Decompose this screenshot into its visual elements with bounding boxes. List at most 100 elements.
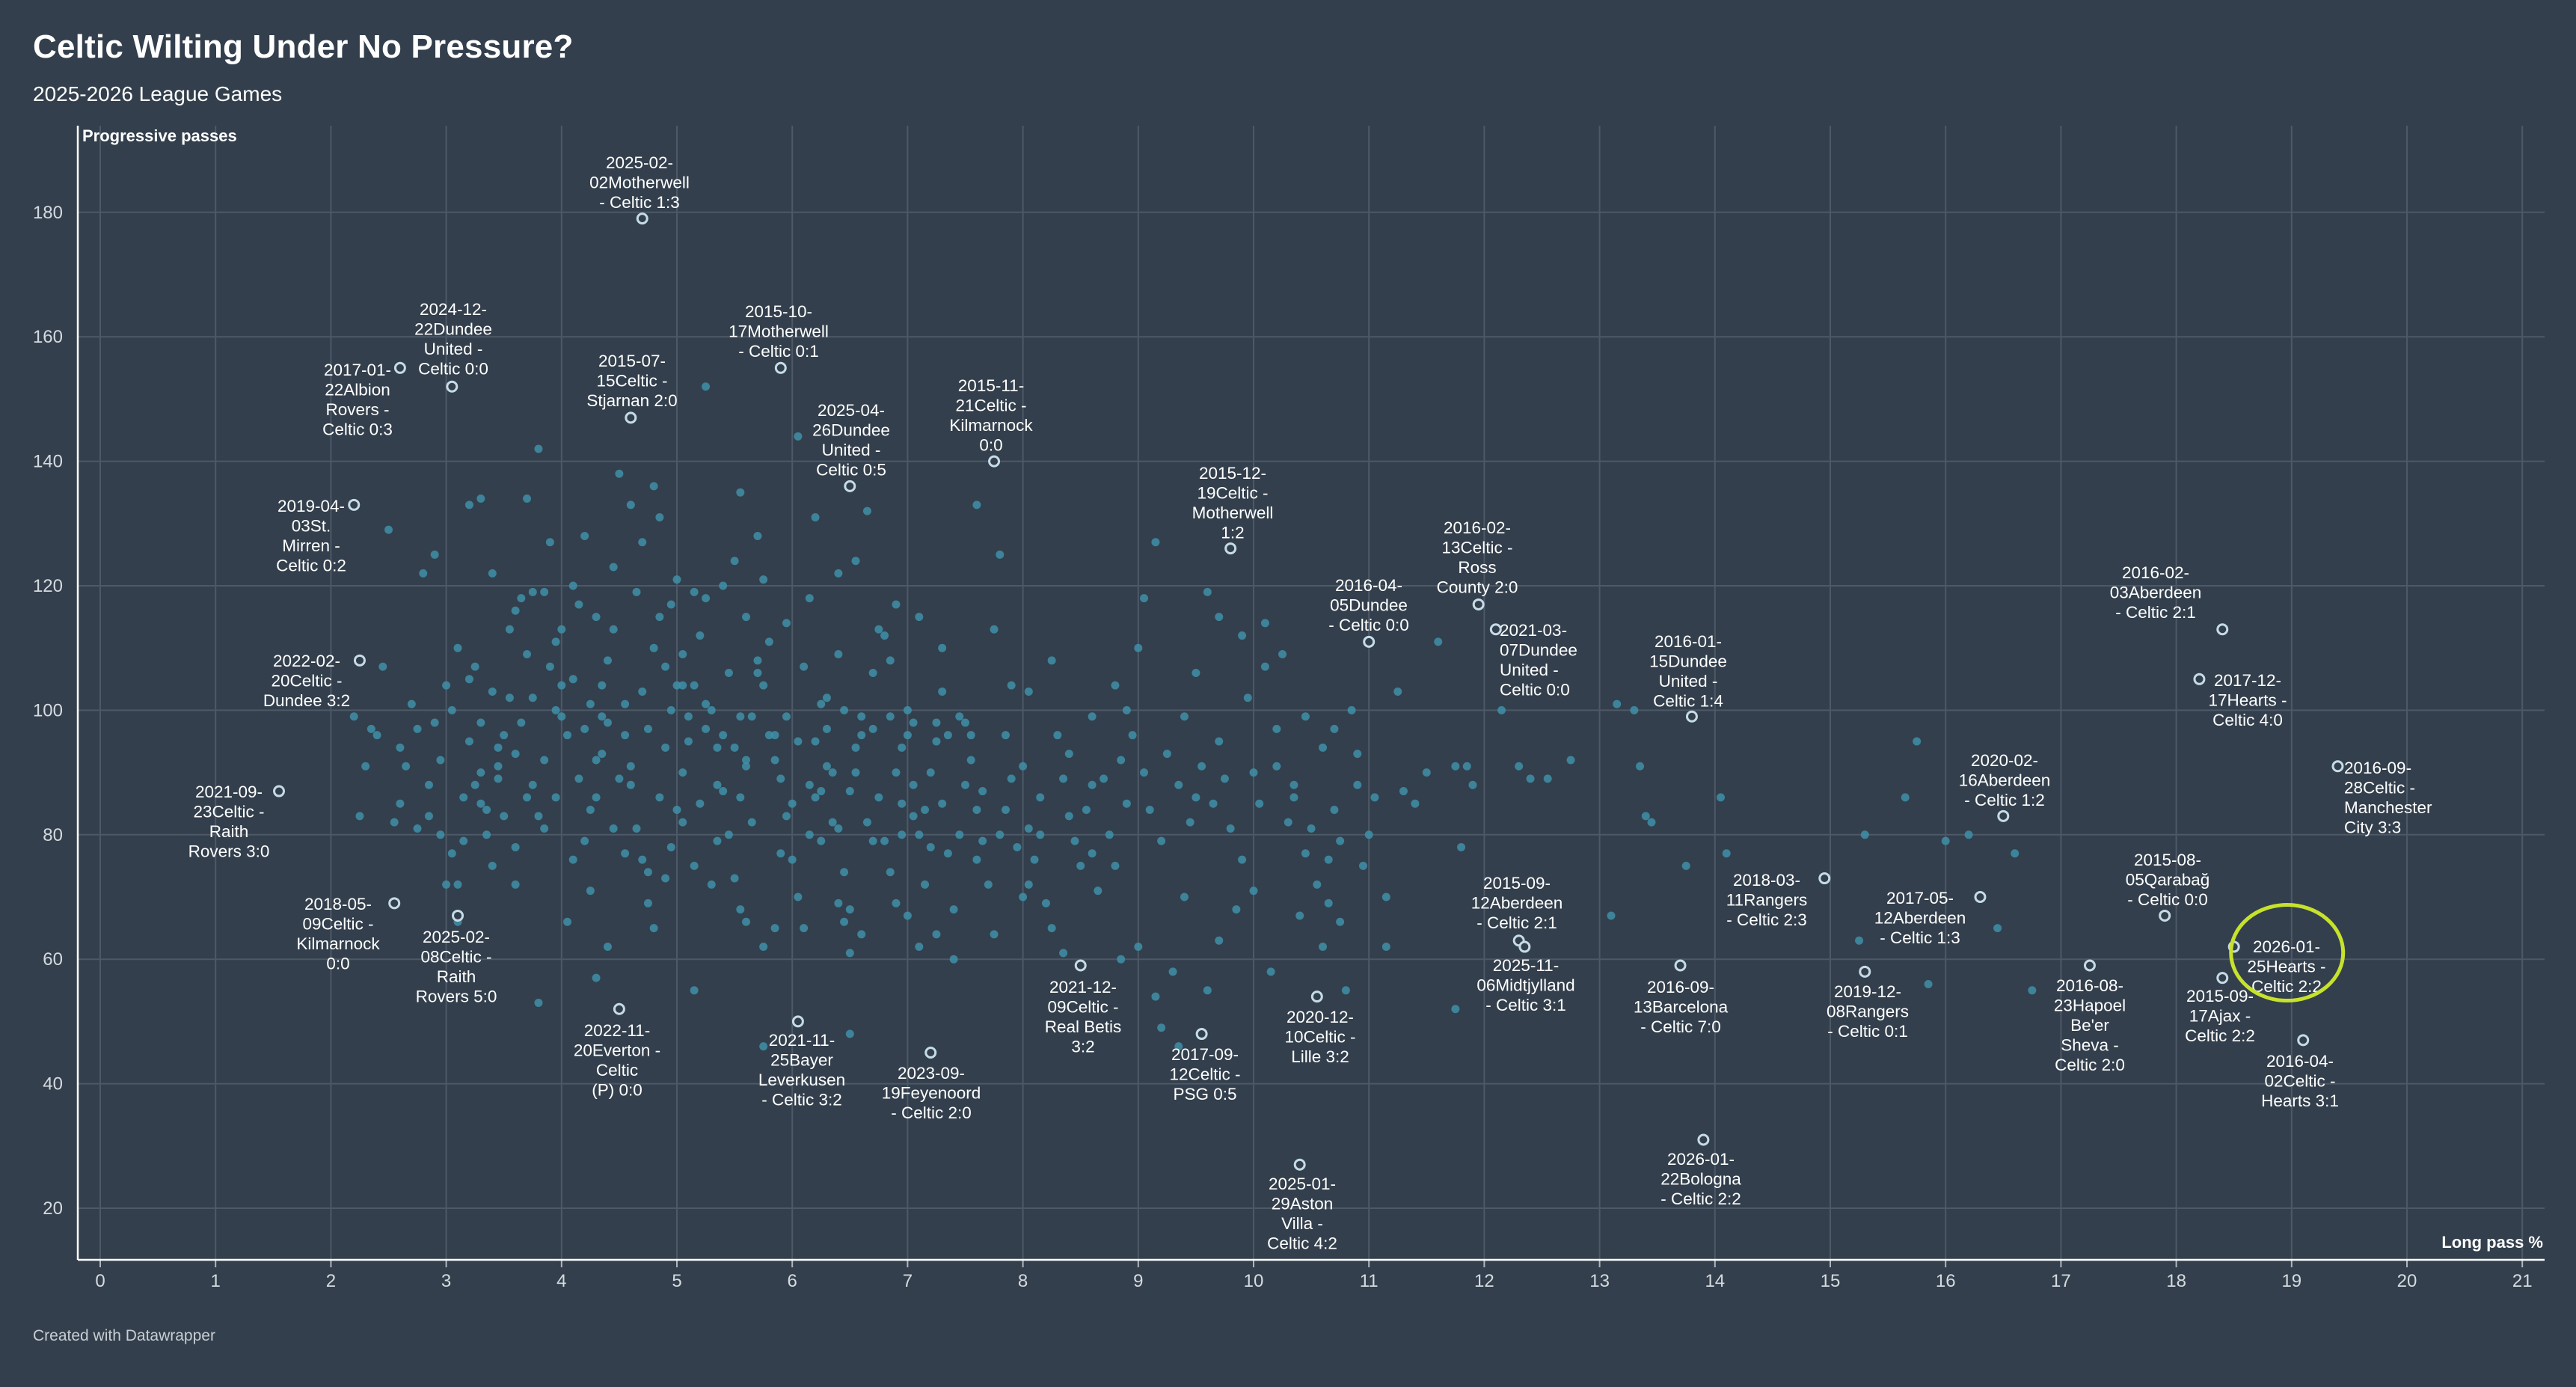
data-point bbox=[1145, 806, 1154, 815]
data-point bbox=[782, 812, 791, 821]
data-point bbox=[794, 432, 803, 441]
labeled-data-point bbox=[273, 785, 286, 797]
data-point bbox=[1007, 774, 1016, 783]
data-point bbox=[1422, 768, 1431, 777]
data-point bbox=[476, 495, 485, 503]
point-annotation: 2016-08-23Hapoel Be'er Sheva -Celtic 2:0 bbox=[2054, 976, 2126, 1074]
data-point bbox=[534, 812, 543, 821]
data-point bbox=[1197, 762, 1206, 771]
data-point bbox=[880, 836, 889, 845]
data-point bbox=[822, 762, 831, 771]
point-annotation: 2017-05-12Aberdeen - Celtic 1:3 bbox=[1874, 889, 1966, 947]
data-point bbox=[984, 880, 993, 889]
data-point bbox=[1122, 799, 1131, 808]
data-point bbox=[1220, 774, 1229, 783]
data-point bbox=[949, 955, 958, 964]
data-point bbox=[1088, 780, 1097, 789]
data-point bbox=[678, 768, 687, 777]
data-point bbox=[1284, 818, 1292, 827]
data-point bbox=[626, 500, 635, 509]
data-point bbox=[903, 705, 912, 714]
data-point bbox=[621, 699, 630, 708]
point-annotation: 2015-09-17Ajax -Celtic 2:2 bbox=[2185, 987, 2255, 1045]
data-point bbox=[713, 780, 722, 789]
data-point bbox=[696, 631, 705, 640]
data-point bbox=[1381, 892, 1390, 901]
data-point bbox=[782, 712, 791, 721]
data-point bbox=[557, 712, 566, 721]
data-point bbox=[661, 874, 670, 883]
data-point bbox=[488, 687, 497, 696]
y-tick-label: 120 bbox=[33, 576, 63, 596]
data-point bbox=[943, 849, 952, 858]
data-point bbox=[909, 718, 918, 727]
data-point bbox=[840, 705, 849, 714]
data-point bbox=[943, 731, 952, 740]
data-point bbox=[1249, 768, 1258, 777]
data-point bbox=[615, 774, 624, 783]
data-point bbox=[1064, 750, 1073, 759]
point-annotation: 2018-03-11Rangers - Celtic 2:3 bbox=[1726, 871, 1807, 929]
point-annotation: 2026-01-22Bologna - Celtic 2:2 bbox=[1660, 1150, 1741, 1208]
data-point bbox=[1117, 756, 1126, 765]
data-point bbox=[402, 762, 411, 771]
x-tick-label: 4 bbox=[556, 1271, 566, 1291]
data-point bbox=[862, 506, 871, 515]
labeled-data-point bbox=[1685, 710, 1698, 723]
data-point bbox=[972, 855, 981, 864]
labeled-data-point bbox=[1310, 991, 1323, 1003]
data-point bbox=[834, 650, 843, 659]
data-point bbox=[1064, 812, 1073, 821]
labeled-data-point bbox=[2297, 1034, 2310, 1047]
x-tick-label: 1 bbox=[211, 1271, 221, 1291]
data-point bbox=[788, 855, 797, 864]
data-point bbox=[805, 594, 814, 603]
data-point bbox=[1041, 898, 1050, 907]
data-point bbox=[707, 705, 716, 714]
chart-subtitle: 2025-2026 League Games bbox=[33, 82, 283, 105]
data-point bbox=[1451, 762, 1460, 771]
data-point bbox=[874, 793, 883, 802]
data-point bbox=[603, 718, 612, 727]
labeled-data-point bbox=[2159, 909, 2171, 922]
data-point bbox=[1364, 830, 1373, 839]
data-point bbox=[626, 780, 635, 789]
point-annotation: 2015-07-15Celtic -Stjarnan 2:0 bbox=[586, 352, 677, 410]
data-point bbox=[470, 780, 479, 789]
data-point bbox=[1076, 861, 1085, 870]
data-point bbox=[868, 836, 877, 845]
data-point bbox=[707, 880, 716, 889]
data-point bbox=[563, 917, 572, 926]
data-point bbox=[540, 587, 549, 596]
data-point bbox=[996, 830, 1005, 839]
point-annotation: 2024-12-22Dundee United -Celtic 0:0 bbox=[414, 300, 492, 379]
data-point bbox=[834, 824, 843, 833]
data-point bbox=[372, 731, 381, 740]
data-point bbox=[747, 818, 756, 827]
data-point bbox=[1964, 830, 1973, 839]
data-point bbox=[511, 842, 520, 851]
data-point bbox=[1117, 955, 1126, 964]
data-point bbox=[1313, 880, 1322, 889]
point-annotation: 2025-04-26Dundee United -Celtic 0:5 bbox=[812, 401, 890, 480]
data-point bbox=[719, 581, 728, 590]
data-point bbox=[966, 756, 975, 765]
data-point bbox=[840, 868, 849, 877]
data-point bbox=[1272, 762, 1281, 771]
data-point bbox=[378, 662, 387, 671]
data-point bbox=[413, 724, 422, 733]
data-point bbox=[517, 718, 526, 727]
data-point bbox=[430, 718, 439, 727]
data-point bbox=[1260, 619, 1269, 628]
labeled-data-point bbox=[1997, 809, 2010, 822]
data-point bbox=[1993, 924, 2002, 933]
data-point bbox=[643, 724, 652, 733]
data-point bbox=[1295, 911, 1304, 920]
data-point bbox=[390, 818, 399, 827]
x-tick-label: 3 bbox=[441, 1271, 451, 1291]
data-point bbox=[1151, 992, 1160, 1001]
data-point bbox=[949, 905, 958, 914]
x-tick-label: 0 bbox=[95, 1271, 105, 1291]
labeled-data-point bbox=[625, 411, 637, 424]
data-point bbox=[407, 699, 416, 708]
